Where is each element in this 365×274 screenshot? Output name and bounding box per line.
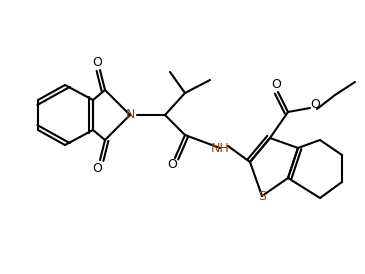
Text: NH: NH bbox=[211, 141, 229, 155]
Text: O: O bbox=[271, 78, 281, 90]
Text: N: N bbox=[125, 109, 135, 121]
Text: O: O bbox=[92, 56, 102, 68]
Text: O: O bbox=[167, 158, 177, 172]
Text: O: O bbox=[310, 98, 320, 112]
Text: S: S bbox=[258, 190, 266, 202]
Text: O: O bbox=[92, 161, 102, 175]
